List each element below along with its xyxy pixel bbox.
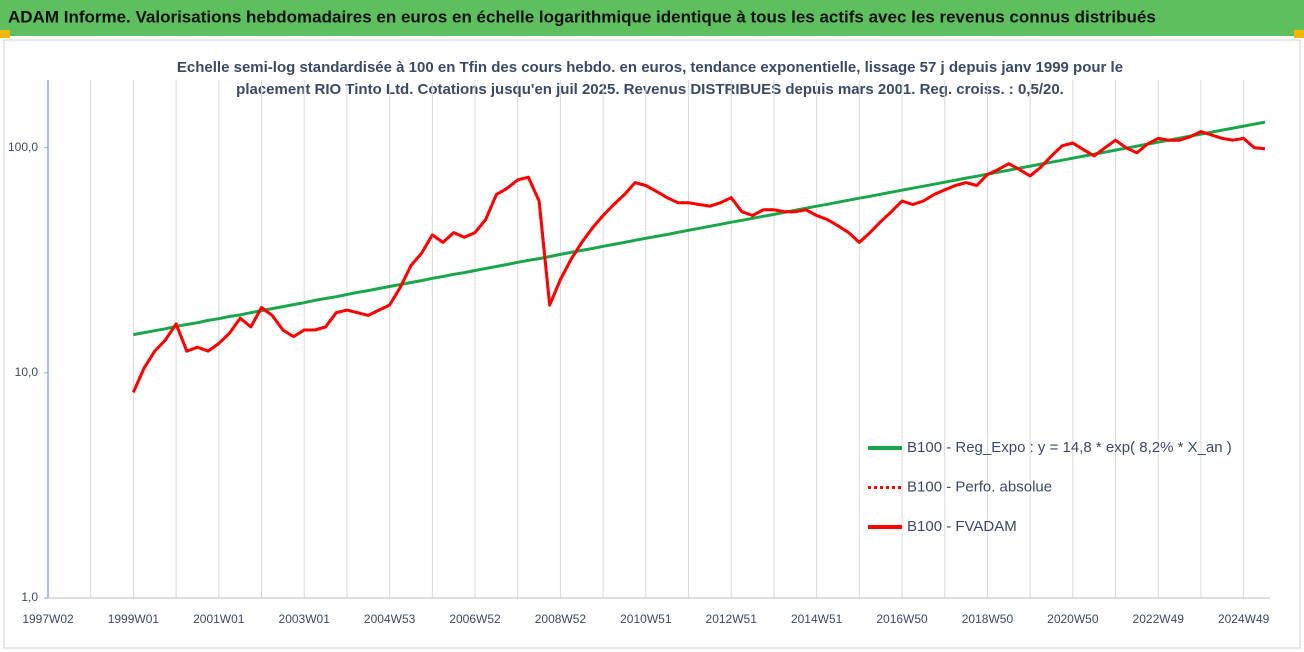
legend-label: B100 - Reg_Expo : y = 14,8 * exp( 8,2% *… — [907, 439, 1232, 456]
legend-label: B100 - FVADAM — [907, 518, 1017, 535]
x-tick-label: 2001W01 — [193, 612, 245, 626]
series-line — [132, 130, 1266, 393]
y-tick-label: 1,0 — [21, 590, 38, 604]
x-tick-label: 2024W49 — [1218, 612, 1270, 626]
chart-frame — [3, 39, 1301, 649]
y-tick-label: 100,0 — [8, 140, 38, 154]
x-tick-label: 2004W53 — [364, 612, 416, 626]
x-tick-label: 2014W51 — [791, 612, 843, 626]
x-tick-label: 2020W50 — [1047, 612, 1099, 626]
x-tick-label: 1999W01 — [108, 612, 160, 626]
x-tick-label: 2012W51 — [706, 612, 758, 626]
header-bar — [0, 0, 1304, 36]
x-tick-label: 2008W52 — [535, 612, 587, 626]
x-tick-label: 2010W51 — [620, 612, 672, 626]
series-line — [133, 120, 1266, 337]
subtitle: placement RIO Tinto Ltd. Cotations jusqu… — [236, 81, 1064, 98]
legend-label: B100 - Perfo. absolue — [907, 478, 1052, 495]
x-tick-label: 2018W50 — [962, 612, 1014, 626]
subtitle: Echelle semi-log standardisée à 100 en T… — [177, 59, 1123, 76]
corner-mark — [0, 30, 10, 38]
x-tick-label: 2003W01 — [279, 612, 331, 626]
y-tick-label: 10,0 — [15, 365, 39, 379]
x-tick-label: 2022W49 — [1133, 612, 1185, 626]
x-tick-label: 2016W50 — [876, 612, 928, 626]
x-tick-label: 1997W02 — [22, 612, 74, 626]
chart-title: ADAM Informe. Valorisations hebdomadaire… — [8, 7, 1156, 26]
x-tick-label: 2006W52 — [449, 612, 501, 626]
corner-mark — [1294, 30, 1304, 38]
